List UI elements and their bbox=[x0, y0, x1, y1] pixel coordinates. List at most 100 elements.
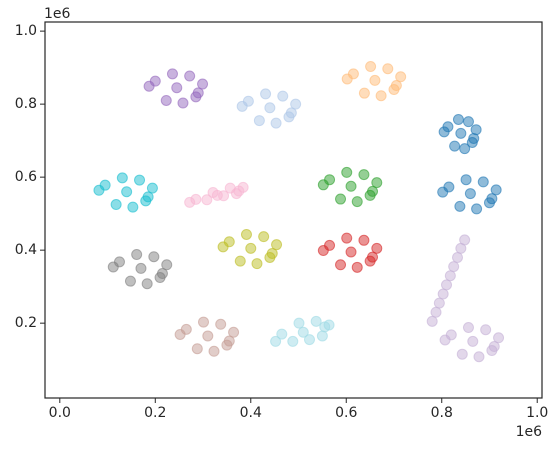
point bbox=[215, 318, 227, 330]
point bbox=[358, 87, 370, 99]
point bbox=[341, 232, 353, 244]
point bbox=[364, 189, 376, 201]
point bbox=[251, 258, 263, 270]
x-tick-label: 0.8 bbox=[431, 405, 453, 421]
point bbox=[470, 124, 482, 136]
point bbox=[480, 324, 492, 336]
point bbox=[277, 90, 289, 102]
point bbox=[258, 231, 270, 243]
point bbox=[228, 326, 240, 338]
point bbox=[323, 319, 335, 331]
point bbox=[135, 262, 147, 274]
point bbox=[351, 196, 363, 208]
point bbox=[430, 306, 442, 318]
point bbox=[303, 334, 315, 346]
point bbox=[234, 255, 246, 267]
point bbox=[395, 71, 407, 83]
y-tick-label: 1.0 bbox=[15, 23, 37, 39]
y-tick-label: 0.4 bbox=[15, 242, 37, 258]
point bbox=[335, 193, 347, 205]
point bbox=[341, 73, 353, 85]
point bbox=[297, 326, 309, 338]
point bbox=[459, 234, 471, 246]
point bbox=[441, 279, 453, 291]
point bbox=[345, 246, 357, 258]
point bbox=[460, 174, 472, 186]
point bbox=[260, 88, 272, 100]
point bbox=[448, 261, 460, 273]
x-tick-label: 0.4 bbox=[240, 405, 262, 421]
point bbox=[358, 169, 370, 181]
point bbox=[486, 345, 498, 357]
point bbox=[310, 315, 322, 327]
point bbox=[121, 186, 133, 198]
x-scale-label: 1e6 bbox=[516, 424, 543, 440]
x-tick-label: 0.0 bbox=[49, 405, 71, 421]
point bbox=[177, 97, 189, 109]
point bbox=[317, 245, 329, 257]
point bbox=[456, 348, 468, 360]
point bbox=[459, 143, 471, 155]
point bbox=[451, 251, 463, 263]
point bbox=[290, 98, 302, 110]
point bbox=[124, 275, 136, 287]
point bbox=[316, 330, 328, 342]
point bbox=[462, 116, 474, 128]
point bbox=[371, 177, 383, 189]
point bbox=[166, 68, 178, 80]
point bbox=[110, 199, 122, 211]
point bbox=[217, 241, 229, 253]
point bbox=[127, 201, 139, 213]
point bbox=[161, 259, 173, 271]
point bbox=[317, 179, 329, 191]
point bbox=[351, 261, 363, 273]
point bbox=[449, 140, 461, 152]
y-tick-label: 0.6 bbox=[15, 169, 37, 185]
point bbox=[462, 322, 474, 334]
point bbox=[253, 115, 265, 127]
point bbox=[365, 61, 377, 73]
point bbox=[438, 126, 450, 138]
x-tick-label: 0.6 bbox=[335, 405, 357, 421]
point bbox=[287, 335, 299, 347]
point bbox=[371, 242, 383, 254]
point bbox=[345, 180, 357, 192]
point bbox=[283, 111, 295, 123]
point bbox=[230, 188, 242, 200]
point bbox=[208, 345, 220, 357]
point bbox=[190, 91, 202, 103]
point bbox=[93, 184, 105, 196]
point bbox=[146, 182, 158, 194]
point bbox=[207, 186, 219, 198]
point bbox=[437, 288, 449, 300]
y-tick-label: 0.2 bbox=[15, 315, 37, 331]
point bbox=[493, 332, 505, 344]
point bbox=[154, 272, 166, 284]
point bbox=[141, 278, 153, 290]
point bbox=[240, 228, 252, 240]
point bbox=[364, 255, 376, 267]
point bbox=[264, 251, 276, 263]
point bbox=[477, 176, 489, 188]
point bbox=[464, 188, 476, 200]
point bbox=[369, 74, 381, 86]
point bbox=[184, 70, 196, 82]
x-tick-label: 1.0 bbox=[526, 405, 548, 421]
plot-frame bbox=[44, 21, 543, 399]
point bbox=[335, 259, 347, 271]
point bbox=[454, 200, 466, 212]
point bbox=[174, 328, 186, 340]
point bbox=[375, 90, 387, 102]
point bbox=[437, 186, 449, 198]
point bbox=[388, 84, 400, 96]
point bbox=[293, 317, 305, 329]
point bbox=[471, 203, 483, 215]
point bbox=[271, 239, 283, 251]
point bbox=[341, 166, 353, 178]
point bbox=[191, 343, 203, 355]
point bbox=[276, 328, 288, 340]
point bbox=[131, 249, 143, 261]
point bbox=[140, 195, 152, 207]
point bbox=[237, 181, 249, 193]
